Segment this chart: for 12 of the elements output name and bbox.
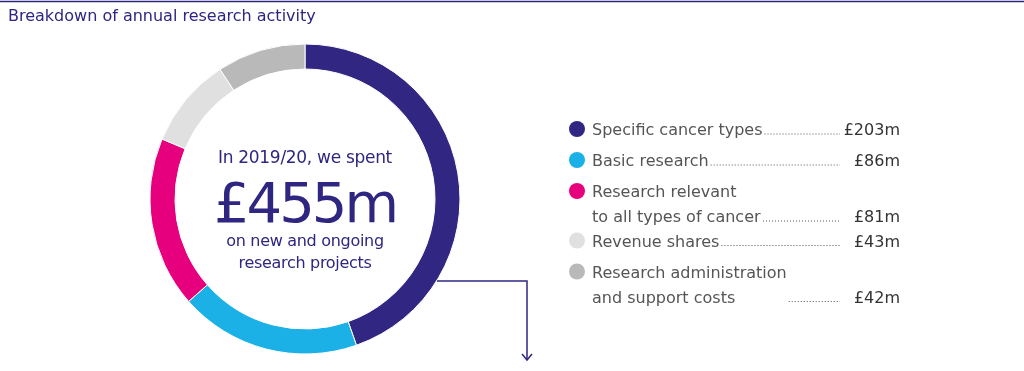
chart-title: Breakdown of annual research activity [8,6,316,25]
data-label: £81m [853,207,900,226]
data-label: £43m [853,231,900,251]
legend-label: Research relevant to all types of cancer [592,182,761,226]
text: In 2019/20, we spent [218,147,393,167]
legend-label: Research administration and support costs [592,262,787,307]
data-label: £86m [853,151,900,170]
legend-label: Specific cancer types [592,120,763,139]
data-label: £42m [853,287,900,307]
data-label: £203m [843,120,900,139]
legend-label: Revenue shares [592,231,720,251]
legend-label: Basic research [592,151,709,170]
